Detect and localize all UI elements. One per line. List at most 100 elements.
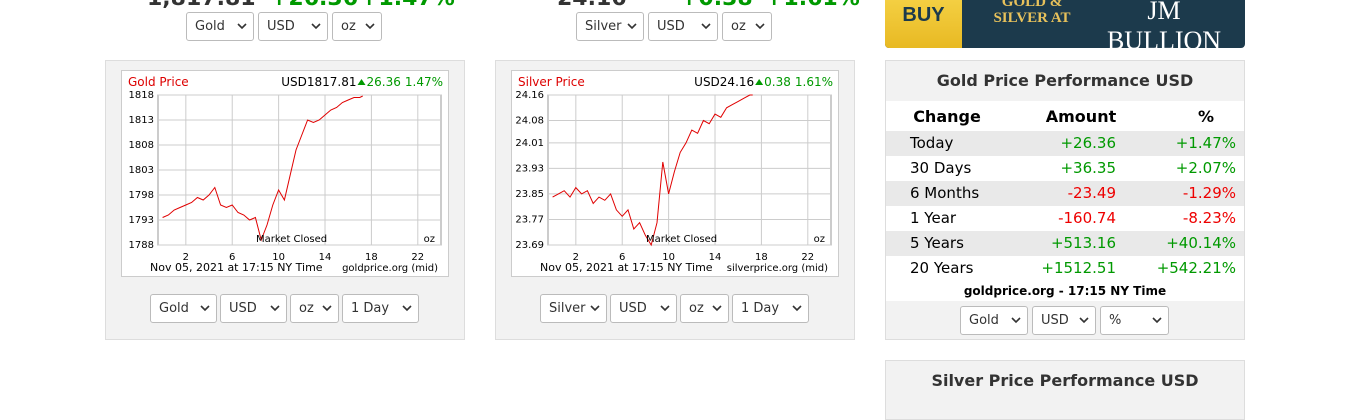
y-tick-label: 1803 — [129, 165, 154, 176]
dropdown-arrow — [792, 305, 802, 312]
x-tick-label: 18 — [755, 252, 768, 263]
table-cell: -1.29% — [1182, 184, 1236, 202]
table-cell: -23.49 — [1067, 184, 1116, 202]
chart-percent: 1.47% — [405, 75, 443, 89]
column-header: Amount — [1045, 107, 1117, 126]
plot-area — [547, 94, 832, 246]
chart-title: Silver Price — [518, 75, 585, 89]
x-tick-label: 22 — [411, 252, 424, 263]
dropdown-arrow — [1011, 317, 1021, 324]
row-label: 6 Months — [910, 184, 980, 202]
dropdown-arrow — [660, 305, 670, 312]
dropdown-value: USD — [1041, 313, 1069, 328]
market-closed: Market Closed — [256, 234, 327, 245]
dropdown[interactable]: Gold — [150, 294, 217, 323]
dropdown[interactable]: USD — [258, 12, 328, 41]
price: 24.16 — [557, 0, 627, 11]
dropdown[interactable]: oz — [332, 12, 382, 41]
x-tick-label: 2 — [573, 252, 579, 263]
table-cell: +542.21% — [1156, 259, 1236, 277]
table-source: goldprice.org - 17:15 NY Time — [963, 284, 1167, 298]
y-tick-label: 1788 — [129, 240, 154, 251]
dropdown-arrow — [755, 23, 765, 30]
performance-table: Change Amount% Today +26.36 +1.47% 30 Days +36… — [886, 101, 1244, 301]
arrow-icon — [365, 23, 375, 30]
arrow-icon — [322, 305, 332, 312]
dropdown[interactable]: Gold — [186, 12, 254, 41]
ad-banner[interactable]: BUY GOLD & SILVER AT JM BULLION — [885, 0, 1245, 55]
dropdown-value: oz — [689, 301, 704, 316]
banner-buy: BUY — [902, 4, 945, 26]
row-stripe — [886, 181, 1244, 206]
row-stripe — [886, 231, 1244, 256]
dropdown[interactable]: Silver — [576, 12, 644, 41]
dropdown-arrow — [270, 305, 280, 312]
table-cell: +1512.51 — [1041, 259, 1116, 277]
price-percent: +1.47% — [360, 0, 455, 11]
x-tick-label: 6 — [229, 252, 235, 263]
dropdown-arrow — [1152, 317, 1162, 324]
arrow-icon — [270, 305, 280, 312]
price-chart: 23.69 23.77 23.85 23.93 24.01 24.08 24.16 2 6 10 1… — [511, 70, 839, 277]
dropdown[interactable]: Silver — [540, 294, 607, 323]
dropdown-value: Gold — [195, 19, 225, 34]
arrow-icon — [660, 305, 670, 312]
chart-source: silverprice.org (mid) — [727, 263, 828, 274]
dropdown[interactable]: oz — [722, 12, 772, 41]
x-tick-label: 14 — [709, 252, 722, 263]
dropdown[interactable]: USD — [220, 294, 287, 323]
up-arrow — [755, 79, 764, 85]
arrow-icon — [200, 305, 210, 312]
price-chart: 1788 1793 1798 1803 1808 1813 1818 2 6 10 14 18 22 Go… — [121, 70, 449, 277]
performance-panel: Gold Price Performance USD Change Amount%… — [885, 60, 1245, 340]
chart-change: 26.36 — [367, 75, 401, 89]
column-header: Change — [913, 107, 981, 126]
row-label: Today — [910, 134, 954, 152]
arrow-icon — [311, 23, 321, 30]
dropdown[interactable]: USD — [610, 294, 677, 323]
row-stripe — [886, 131, 1244, 156]
y-tick-label: 23.69 — [515, 240, 544, 251]
banner-line: GOLD & — [1001, 0, 1063, 10]
dropdown[interactable]: USD — [1032, 306, 1096, 335]
dropdown-value: % — [1109, 313, 1122, 328]
unit-label: oz — [424, 234, 435, 245]
dropdown-value: USD — [267, 19, 295, 34]
dropdown-value: USD — [229, 301, 257, 316]
dropdown[interactable]: 1 Day — [732, 294, 809, 323]
dropdown-arrow — [712, 305, 722, 312]
arrow-icon — [627, 23, 637, 30]
y-tick-label: 24.01 — [515, 138, 544, 149]
price-change: +0.38 — [680, 0, 753, 11]
x-tick-label: 10 — [272, 252, 285, 263]
price-line — [162, 95, 363, 242]
dropdown[interactable]: oz — [680, 294, 729, 323]
x-tick-label: 14 — [319, 252, 332, 263]
dropdown[interactable]: Gold — [960, 306, 1028, 335]
x-tick-label: 18 — [365, 252, 378, 263]
price: 1,817.81 — [147, 0, 256, 11]
dropdown[interactable]: % — [1100, 306, 1169, 335]
dropdown-arrow — [200, 305, 210, 312]
arrow-icon — [755, 23, 765, 30]
up-arrow — [357, 79, 366, 85]
banner-brand: JM BULLION — [1106, 0, 1222, 55]
arrow-icon — [1011, 317, 1021, 324]
chart-footer: Nov 05, 2021 at 17:15 NY Time — [150, 261, 323, 274]
x-tick-label: 22 — [801, 252, 814, 263]
arrow-icon — [792, 305, 802, 312]
arrow-icon — [237, 23, 247, 30]
dropdown[interactable]: oz — [290, 294, 339, 323]
dropdown[interactable]: USD — [648, 12, 718, 41]
y-tick-label: 24.16 — [515, 90, 544, 101]
table-cell: +2.07% — [1175, 159, 1236, 177]
chart-percent: 1.61% — [795, 75, 833, 89]
market-closed: Market Closed — [646, 234, 717, 245]
y-tick-label: 1818 — [129, 90, 154, 101]
dropdown[interactable]: 1 Day — [342, 294, 419, 323]
panel-title: Gold Price Performance USD — [936, 71, 1194, 90]
table-cell: +40.14% — [1166, 234, 1236, 252]
row-label: 20 Years — [910, 259, 974, 277]
x-tick-label: 6 — [619, 252, 625, 263]
y-tick-label: 23.93 — [515, 163, 544, 174]
